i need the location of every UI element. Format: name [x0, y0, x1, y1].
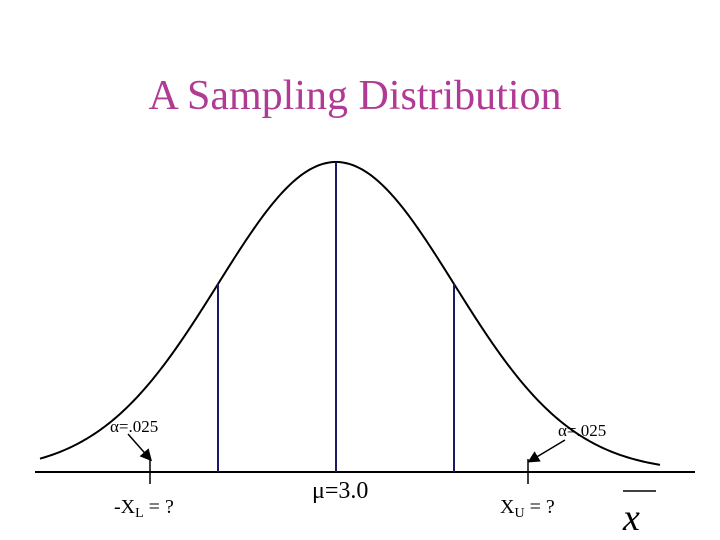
lower-critical-label: -XL = ? — [114, 496, 174, 521]
mean-label: μ=3.0 — [312, 478, 368, 504]
left-alpha-arrow — [127, 433, 152, 462]
slide-title: A Sampling Distribution — [148, 73, 562, 119]
right-alpha-label: α=.025 — [558, 421, 606, 440]
left-alpha-label: α=.025 — [110, 417, 158, 436]
right-alpha-arrow — [527, 439, 566, 463]
xbar-symbol: x — [622, 497, 640, 539]
normal-curve — [39, 160, 661, 466]
upper-critical-label: XU = ? — [500, 496, 555, 521]
